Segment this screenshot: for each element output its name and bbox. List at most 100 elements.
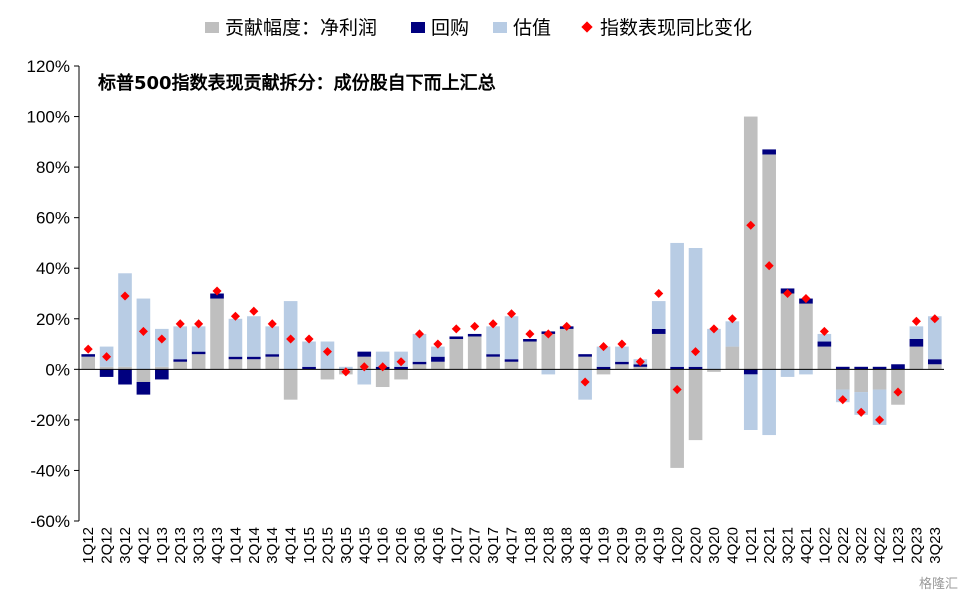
bar-segment [394, 369, 408, 380]
legend-swatch [205, 22, 219, 33]
bar-segment [357, 369, 372, 385]
index-change-marker [911, 316, 921, 326]
x-tick-label: 1Q22 [816, 527, 833, 564]
bar-segment [504, 316, 519, 360]
x-tick-label: 2Q18 [540, 527, 557, 564]
x-tick-label: 2Q23 [908, 527, 925, 564]
bar-segment [173, 326, 188, 360]
bar-segment [81, 356, 96, 370]
y-tick-label: 80% [36, 158, 70, 177]
bar-segment [394, 366, 408, 370]
index-change-marker [672, 385, 682, 395]
chart-subtitle: 标普500指数表现贡献拆分：成份股自下而上汇总 [97, 72, 496, 94]
bar-segment [854, 366, 868, 370]
bar-segment [927, 316, 942, 360]
x-tick-label: 1Q13 [154, 527, 171, 564]
bar-segment [651, 328, 666, 334]
bar-segment [817, 333, 832, 342]
bar-segment [486, 326, 500, 355]
x-tick-label: 1Q16 [375, 527, 392, 564]
bar-segment [136, 381, 151, 395]
bar-segment [118, 273, 132, 367]
bar-segment [688, 366, 703, 370]
bar-segment [449, 336, 464, 339]
index-change-marker [230, 311, 240, 321]
bar-segment [578, 354, 592, 357]
y-tick-label: 120% [27, 57, 70, 76]
index-change-marker [764, 261, 774, 271]
index-change-marker [801, 294, 811, 304]
bar-segment [228, 318, 243, 357]
index-change-marker [102, 352, 112, 362]
legend-swatch [493, 22, 507, 33]
x-tick-label: 4Q20 [724, 527, 741, 564]
legend: 贡献幅度：净利润 回购 估值 指数表现同比变化 [205, 17, 752, 39]
bar-segment [872, 389, 887, 425]
x-tick-label: 3Q14 [264, 527, 281, 564]
bar-segment [835, 366, 850, 370]
index-change-marker [709, 324, 719, 334]
x-tick-label: 1Q23 [890, 527, 907, 564]
bar-segment [854, 392, 868, 415]
bar-segment [412, 333, 427, 362]
x-tick-label: 3Q13 [191, 527, 208, 564]
y-tick-label: 60% [36, 209, 70, 228]
bar-segment [872, 366, 887, 370]
bar-segment [283, 369, 298, 400]
bar-segment [891, 364, 905, 370]
legend-label: 估值 [513, 17, 551, 39]
bar-segment [302, 366, 316, 370]
bar-segment [504, 361, 519, 370]
bar-segment [375, 369, 390, 388]
bar-segment [449, 339, 464, 370]
bar-segment [909, 346, 924, 370]
index-change-marker [83, 344, 93, 354]
bar-segment [431, 361, 445, 370]
bar-segment [412, 364, 427, 370]
x-tick-label: 3Q15 [338, 527, 355, 564]
y-tick-label: -60% [30, 512, 70, 531]
bar-segment [817, 346, 832, 370]
x-tick-label: 3Q22 [853, 527, 870, 564]
bar-segment [835, 369, 850, 390]
bar-segment [412, 361, 427, 365]
index-change-marker [856, 407, 866, 417]
legend-label: 指数表现同比变化 [600, 17, 752, 39]
x-tick-label: 2Q17 [467, 527, 484, 564]
bar-segment [247, 316, 261, 357]
x-tick-label: 4Q15 [356, 527, 373, 564]
bar-segment [743, 369, 758, 375]
bar-segment [780, 293, 795, 370]
index-change-marker [157, 334, 167, 344]
x-tick-label: 4Q22 [872, 527, 889, 564]
index-change-marker [138, 326, 148, 336]
index-change-marker [727, 314, 737, 324]
bar-segment [578, 356, 592, 370]
x-tick-label: 2Q12 [99, 527, 116, 564]
x-tick-label: 2Q19 [614, 527, 631, 564]
index-change-marker [819, 326, 829, 336]
bar-segment [817, 341, 832, 347]
index-change-marker [930, 314, 940, 324]
index-change-marker [525, 329, 535, 339]
x-tick-label: 1Q21 [743, 527, 760, 564]
bar-segment [523, 339, 537, 342]
bar-segment [173, 359, 188, 362]
y-tick-label: -20% [30, 411, 70, 430]
bar-segment [247, 356, 261, 360]
y-tick-label: 0% [45, 360, 70, 379]
x-tick-label: 1Q12 [80, 527, 97, 564]
bar-segment [357, 351, 372, 357]
legend-label: 贡献幅度：净利润 [225, 17, 377, 39]
bar-segment [173, 361, 188, 370]
index-change-marker [194, 319, 204, 329]
x-tick-label: 4Q13 [209, 527, 226, 564]
bar-segment [247, 359, 261, 370]
bar-segment [743, 374, 758, 430]
bar-segment [872, 369, 887, 390]
bar-segment [265, 356, 280, 370]
bar-segment [467, 336, 482, 370]
bar-segment [523, 341, 537, 370]
legend-label: 回购 [431, 17, 469, 39]
